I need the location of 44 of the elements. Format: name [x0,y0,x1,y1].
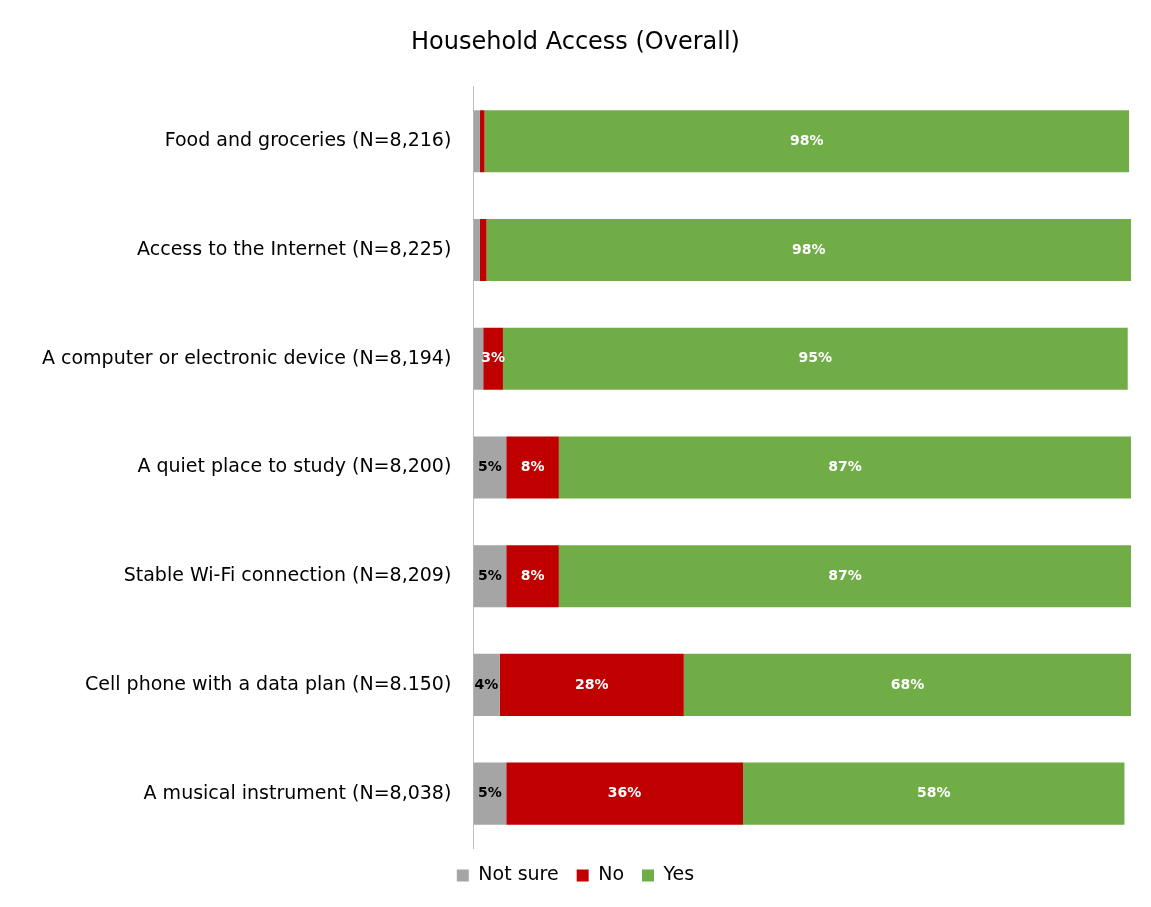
bar [473,545,507,608]
data-label: 8% [520,458,545,475]
y-tick-label: Stable Wi-Fi connection (N=8,209) [123,563,452,586]
legend-label: Yes [662,862,695,885]
bar [499,653,684,716]
data-label: 36% [607,784,642,801]
legend-label: No [598,862,625,885]
data-label: 98% [792,240,826,257]
data-label: 8% [520,566,545,583]
bar [473,218,480,281]
data-label: 98% [790,131,824,148]
bar [506,762,743,825]
bar [484,110,1130,173]
bar [742,762,1125,825]
data-label: 68% [890,675,925,692]
data-label: 5% [477,458,502,475]
y-tick-label: A computer or electronic device (N=8,194) [41,345,452,368]
bar [473,436,507,499]
bar [479,110,485,173]
data-label: 4% [474,675,499,692]
bar [683,653,1131,716]
bar [506,436,559,499]
y-tick-label: A quiet place to study (N=8,200) [137,454,452,477]
bar [506,545,559,608]
bar [473,762,507,825]
data-label: 95% [798,349,833,366]
data-label: 58% [916,784,951,801]
bar [486,218,1131,281]
y-tick-label: Access to the Internet (N=8,225) [137,236,452,259]
data-label: 87% [828,458,862,475]
bar [558,436,1131,499]
data-label: 5% [477,784,502,801]
data-label: 28% [574,675,609,692]
data-label: 5% [477,566,502,583]
bar [473,327,484,390]
y-tick-label: A musical instrument (N=8,038) [143,780,452,803]
legend-label: Not sure [478,862,559,885]
chart-title: Household Access (Overall) [411,26,740,55]
bar [473,110,480,173]
y-tick-label: Cell phone with a data plan (N=8.150) [85,671,452,694]
bar [558,545,1131,608]
data-label: 87% [828,566,862,583]
y-tick-label: Food and groceries (N=8,216) [164,128,452,151]
bar [479,218,487,281]
